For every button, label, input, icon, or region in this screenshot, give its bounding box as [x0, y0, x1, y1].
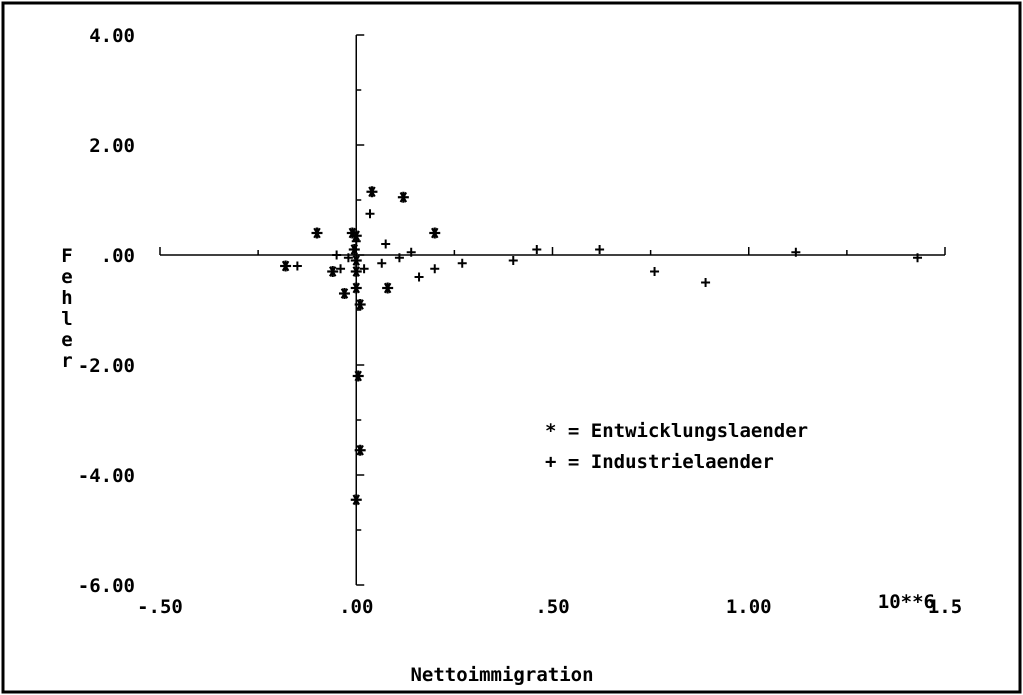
y-axis-title-letter-2: h [61, 287, 72, 309]
point-entwicklungslaender-1 [311, 227, 323, 239]
point-entwicklungslaender-9 [350, 282, 362, 294]
point-industrielaender-4 [351, 236, 361, 246]
point-industrielaender-2 [336, 264, 346, 274]
point-industrielaender-3 [343, 253, 353, 263]
x-tick-label-2: .50 [535, 596, 569, 618]
point-entwicklungslaender-15 [352, 370, 364, 382]
y-tick-label-2: .00 [101, 245, 135, 267]
point-industrielaender-7 [377, 258, 387, 268]
x-tick-label-0: -.50 [137, 596, 183, 618]
point-entwicklungslaender-6 [348, 244, 360, 255]
point-entwicklungslaender-11 [366, 186, 378, 198]
x-axis-tick-labels: -.50 .00 .50 1.00 1.5 [137, 596, 962, 618]
point-industrielaender-15 [532, 245, 542, 254]
point-entwicklungslaender-16 [354, 444, 366, 456]
legend: * = Entwicklungslaender + = Industrielae… [545, 420, 808, 473]
y-axis-ticks [356, 34, 365, 586]
point-entwicklungslaender-13 [397, 191, 409, 203]
y-tick-label-1: 2.00 [89, 135, 135, 157]
y-axis-title-letter-5: r [61, 350, 72, 372]
legend-entry-entwicklungslaender: * = Entwicklungslaender [545, 420, 808, 442]
point-entwicklungslaender-14 [429, 227, 441, 239]
point-industrielaender-18 [701, 278, 711, 287]
y-tick-label-0: 4.00 [89, 25, 135, 47]
point-entwicklungslaender-8 [350, 266, 362, 277]
point-entwicklungslaender-10 [354, 299, 366, 310]
y-axis-title-letter-1: e [61, 266, 72, 288]
y-axis-title-letter-3: l [61, 308, 72, 330]
point-industrielaender-1 [332, 250, 342, 260]
point-entwicklungslaender-3 [338, 288, 350, 299]
y-tick-label-3: -2.00 [78, 355, 135, 377]
point-entwicklungslaender-7 [350, 255, 362, 266]
data-points [280, 186, 923, 506]
point-industrielaender-0 [292, 261, 302, 271]
x-axis-ticks [159, 247, 946, 255]
point-entwicklungslaender-2 [327, 266, 339, 277]
x-tick-label-3: 1.00 [726, 596, 772, 618]
point-industrielaender-16 [595, 245, 605, 254]
point-entwicklungslaender-0 [280, 260, 292, 272]
point-industrielaender-19 [791, 247, 801, 257]
x-axis-title: Nettoimmigration [410, 664, 593, 686]
x-multiplier-label: 10**6 [878, 591, 935, 613]
point-industrielaender-6 [365, 209, 375, 219]
y-axis-title-letter-4: e [61, 329, 72, 351]
point-industrielaender-9 [394, 253, 404, 263]
point-industrielaender-14 [508, 256, 518, 265]
point-industrielaender-12 [430, 264, 440, 274]
point-industrielaender-17 [650, 267, 660, 276]
y-tick-label-5: -6.00 [78, 575, 135, 597]
point-entwicklungslaender-12 [382, 282, 394, 294]
point-entwicklungslaender-17 [350, 494, 362, 506]
x-tick-label-1: .00 [339, 596, 373, 618]
legend-entry-industrielaender: + = Industrielaender [545, 451, 774, 473]
point-industrielaender-13 [457, 258, 467, 268]
point-industrielaender-8 [381, 239, 391, 249]
y-tick-label-4: -4.00 [78, 465, 135, 487]
point-industrielaender-20 [913, 253, 923, 263]
point-industrielaender-11 [414, 272, 424, 282]
x-tick-label-4: 1.5 [928, 596, 962, 618]
y-axis-tick-labels: 4.00 2.00 .00 -2.00 -4.00 -6.00 [78, 25, 135, 597]
point-industrielaender-5 [359, 264, 369, 274]
point-industrielaender-10 [406, 247, 416, 257]
y-axis-title-letter-0: F [61, 245, 72, 267]
